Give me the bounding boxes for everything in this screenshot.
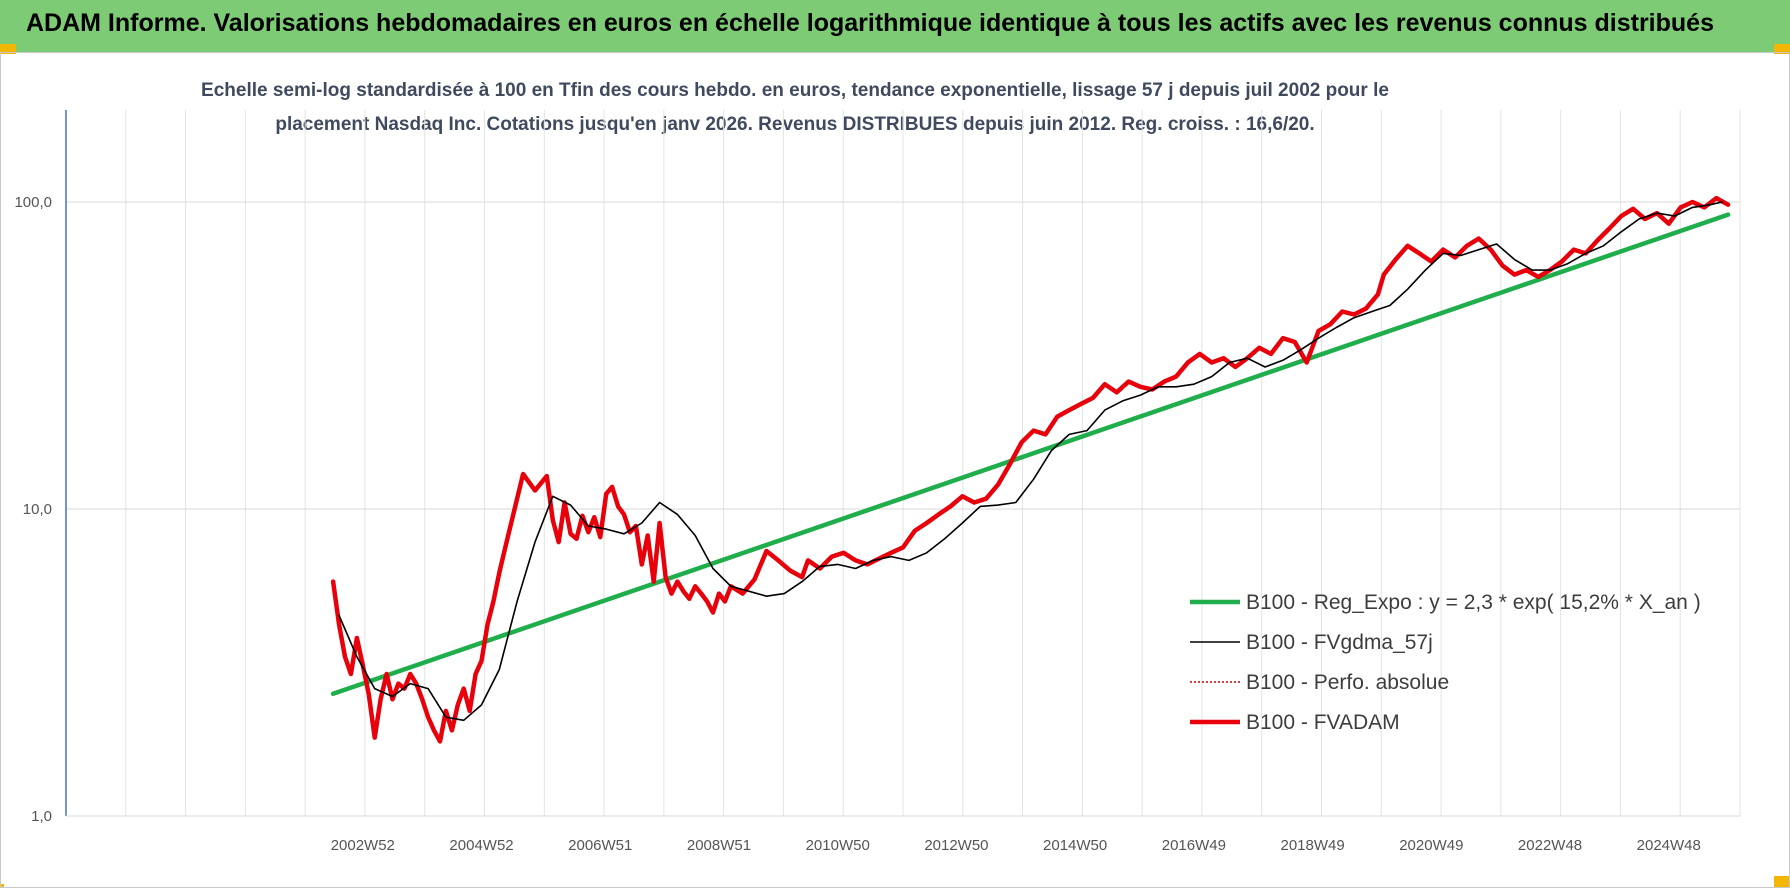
corner-marker-bottom-right [1774, 876, 1790, 888]
x-tick-label: 2002W52 [331, 837, 395, 854]
legend-label: B100 - Perfo. absolue [1246, 671, 1449, 694]
x-tick-label: 2004W52 [449, 837, 513, 854]
series-line [330, 195, 1731, 744]
y-tick-label: 100,0 [14, 194, 52, 211]
x-tick-label: 2006W51 [568, 837, 632, 854]
report-title: ADAM Informe. Valorisations hebdomadaire… [26, 9, 1714, 37]
x-tick-label: 2012W50 [924, 837, 988, 854]
legend-label: B100 - Reg_Expo : y = 2,3 * exp( 15,2% *… [1246, 591, 1701, 614]
x-tick-label: 2022W48 [1518, 837, 1582, 854]
legend-label: B100 - FVgdma_57j [1246, 631, 1433, 654]
gridlines [66, 110, 1741, 817]
series-lines [330, 195, 1731, 744]
x-tick-label: 2008W51 [687, 837, 751, 854]
report-banner: ADAM Informe. Valorisations hebdomadaire… [0, 0, 1790, 53]
tick-labels: 1,0 10,0 100,0 2002W52 2004W52 2006W51 2008W51… [14, 194, 1700, 854]
x-tick-label: 2020W49 [1399, 837, 1463, 854]
x-tick-label: 2024W48 [1637, 837, 1701, 854]
x-tick-label: 2018W49 [1280, 837, 1344, 854]
chart-title: Echelle semi-log standardisée à 100 en T… [201, 80, 1389, 135]
x-tick-label: 2016W49 [1162, 837, 1226, 854]
axes [65, 110, 1740, 817]
chart-legend: B100 - Reg_Expo : y = 2,3 * exp( 15,2% *… [1190, 591, 1701, 734]
corner-marker-right [1774, 44, 1790, 54]
y-tick-label: 10,0 [23, 501, 52, 518]
series-line [330, 212, 1731, 697]
x-tick-label: 2014W50 [1043, 837, 1107, 854]
corner-marker-bottom-left [0, 884, 4, 888]
x-tick-label: 2010W50 [806, 837, 870, 854]
legend-label: B100 - FVADAM [1246, 711, 1400, 734]
y-tick-label: 1,0 [31, 808, 52, 825]
series-line [338, 201, 1723, 722]
corner-marker-left [0, 44, 16, 54]
